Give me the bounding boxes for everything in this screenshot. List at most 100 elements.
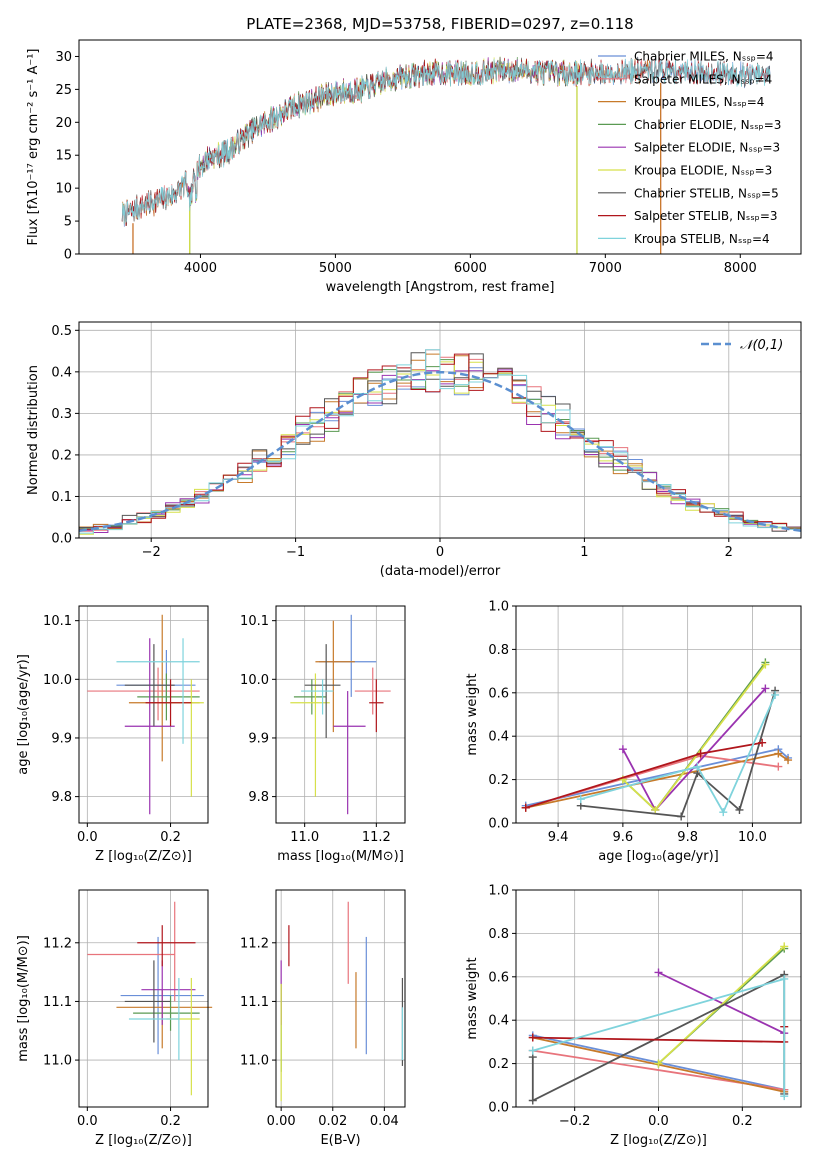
weight-point-marker bbox=[576, 795, 585, 804]
y-tick-label: 10.1 bbox=[240, 614, 269, 629]
weight-point-marker bbox=[651, 805, 660, 814]
y-tick-label: 0.0 bbox=[51, 532, 72, 547]
legend-entry-label: Salpeter MILES, Nₛₛₚ=4 bbox=[634, 72, 772, 86]
x-tick-label: 6000 bbox=[454, 261, 487, 276]
y-tick-label: 0.1 bbox=[51, 490, 72, 505]
x-tick-label: 0.2 bbox=[732, 1114, 753, 1129]
y-tick-label: 0.2 bbox=[488, 1057, 509, 1072]
x-tick-label: 0.0 bbox=[648, 1114, 669, 1129]
x-tick-label: 9.6 bbox=[613, 830, 634, 845]
weight-series-line bbox=[657, 945, 785, 1065]
weight-point-marker bbox=[735, 805, 744, 814]
x-tick-label: 0.2 bbox=[160, 830, 181, 845]
weight-point-marker bbox=[693, 762, 702, 771]
weight-series-line bbox=[580, 694, 776, 815]
x-tick-label: 0.00 bbox=[267, 1114, 296, 1129]
y-tick-label: 25 bbox=[55, 83, 72, 98]
legend-entry-label: Kroupa MILES, Nₛₛₚ=4 bbox=[634, 95, 764, 109]
weight-point-marker bbox=[654, 968, 663, 977]
weight-point-marker bbox=[774, 749, 783, 758]
legend-entry-label: Chabrier MILES, Nₛₛₚ=4 bbox=[634, 50, 774, 64]
y-tick-label: 11.1 bbox=[43, 995, 72, 1010]
weight-point-marker bbox=[771, 690, 780, 699]
y-tick-label: 0 bbox=[64, 248, 72, 263]
weight-point-marker bbox=[780, 942, 789, 951]
weight-point-marker bbox=[761, 684, 770, 693]
y-tick-label: 9.9 bbox=[248, 731, 269, 746]
x-tick-label: 9.4 bbox=[548, 830, 569, 845]
y-axis-label: Normed distribution bbox=[26, 365, 41, 495]
weight-point-marker bbox=[761, 660, 770, 669]
y-axis-label: mass [log₁₀(M/M⊙)] bbox=[16, 935, 31, 1062]
x-tick-label: 4000 bbox=[184, 261, 217, 276]
weight-point-marker bbox=[677, 812, 686, 821]
x-tick-label: 10.0 bbox=[738, 830, 767, 845]
y-tick-label: 1.0 bbox=[488, 884, 509, 899]
ebv-chart: 0.00 0.02 0.04 11.0 11.1 11.2 E(B-V) bbox=[240, 889, 406, 1148]
legend-entry-label: Kroupa STELIB, Nₛₛₚ=4 bbox=[634, 232, 770, 246]
weight-point-marker bbox=[774, 762, 783, 771]
weight-point-marker bbox=[784, 756, 793, 765]
y-tick-label: 10.1 bbox=[43, 614, 72, 629]
legend-entry-label: 𝒩(0,1) bbox=[740, 338, 783, 353]
y-tick-label: 11.1 bbox=[240, 995, 269, 1010]
y-tick-label: 20 bbox=[55, 116, 72, 131]
x-tick-label: 7000 bbox=[589, 261, 622, 276]
y-axis-label: mass weight bbox=[465, 957, 480, 1039]
plot-layer: 4000 5000 6000 7000 8000051015202530waveleng… bbox=[16, 39, 802, 1148]
y-tick-label: 11.2 bbox=[240, 936, 269, 951]
x-axis-label: Z [log₁₀(Z/Z⊙)] bbox=[95, 849, 192, 864]
axes-frame bbox=[275, 889, 406, 1108]
x-axis-label: wavelength [Angstrom, rest frame] bbox=[326, 280, 555, 295]
y-axis-label: age [log₁₀(age/yr)] bbox=[16, 654, 31, 775]
x-axis-label: Z [log₁₀(Z/Z⊙)] bbox=[95, 1133, 192, 1148]
y-tick-label: 0.4 bbox=[488, 1014, 509, 1029]
y-tick-label: 10 bbox=[55, 182, 72, 197]
spectrum-chart: 4000 5000 6000 7000 8000 0 5 10 15 20 25 30 waveleng… bbox=[26, 39, 802, 295]
y-tick-label: 11.0 bbox=[43, 1054, 72, 1069]
y-tick-label: 1.0 bbox=[488, 600, 509, 615]
y-tick-label: 0.6 bbox=[488, 686, 509, 701]
weight-point-marker bbox=[528, 1046, 537, 1055]
weight-point-marker bbox=[719, 808, 728, 817]
axes-frame bbox=[275, 605, 406, 824]
weight-point-marker bbox=[654, 1059, 663, 1068]
axes-frame bbox=[78, 605, 209, 824]
x-tick-label: 0.02 bbox=[318, 1114, 347, 1129]
legend-entry-label: Kroupa ELODIE, Nₛₛₚ=3 bbox=[634, 164, 772, 178]
figure-title: PLATE=2368, MJD=53758, FIBERID=0297, z=0… bbox=[246, 15, 633, 33]
mass-vs-Z-chart: 0.0 0.2 11.0 11.1 11.2 Z [log₁₀(Z/Z⊙)] mass [l… bbox=[16, 889, 213, 1148]
y-tick-label: 0.0 bbox=[488, 817, 509, 832]
x-tick-label: 2 bbox=[725, 545, 733, 560]
spectrum-series-line bbox=[121, 56, 771, 225]
legend-entry-label: Salpeter STELIB, Nₛₛₚ=3 bbox=[634, 209, 778, 223]
y-tick-label: 0.0 bbox=[488, 1101, 509, 1116]
legend-entry-label: Chabrier ELODIE, Nₛₛₚ=3 bbox=[634, 118, 781, 132]
y-axis-label: mass weight bbox=[465, 673, 480, 755]
y-tick-label: 0.5 bbox=[51, 324, 72, 339]
y-tick-label: 0.4 bbox=[51, 365, 72, 380]
x-tick-label: −2 bbox=[142, 545, 161, 560]
y-tick-label: 10.0 bbox=[43, 673, 72, 688]
axes-frame bbox=[515, 605, 802, 824]
x-tick-label: 11.2 bbox=[362, 830, 391, 845]
x-tick-label: 0.0 bbox=[77, 1114, 98, 1129]
x-tick-label: 11.0 bbox=[290, 830, 319, 845]
age-vs-Z-chart: 0.0 0.2 9.8 9.9 10.0 10.1 Z [log₁₀(Z/Z⊙)] age [… bbox=[16, 605, 209, 864]
x-tick-label: 5000 bbox=[319, 261, 352, 276]
weight-point-marker bbox=[618, 745, 627, 754]
x-axis-label: mass [log₁₀(M/M⊙)] bbox=[277, 849, 404, 864]
axes-frame bbox=[78, 889, 209, 1108]
y-tick-label: 15 bbox=[55, 149, 72, 164]
x-tick-label: −1 bbox=[286, 545, 305, 560]
y-tick-label: 5 bbox=[64, 215, 72, 230]
histogram-series bbox=[79, 349, 801, 535]
y-tick-label: 11.2 bbox=[43, 936, 72, 951]
weight-point-marker bbox=[780, 974, 789, 983]
x-tick-label: 1 bbox=[580, 545, 588, 560]
y-tick-label: 9.9 bbox=[51, 731, 72, 746]
x-tick-label: 0.0 bbox=[77, 830, 98, 845]
x-axis-label: (data-model)/error bbox=[380, 564, 501, 579]
axes-frame bbox=[78, 39, 802, 255]
